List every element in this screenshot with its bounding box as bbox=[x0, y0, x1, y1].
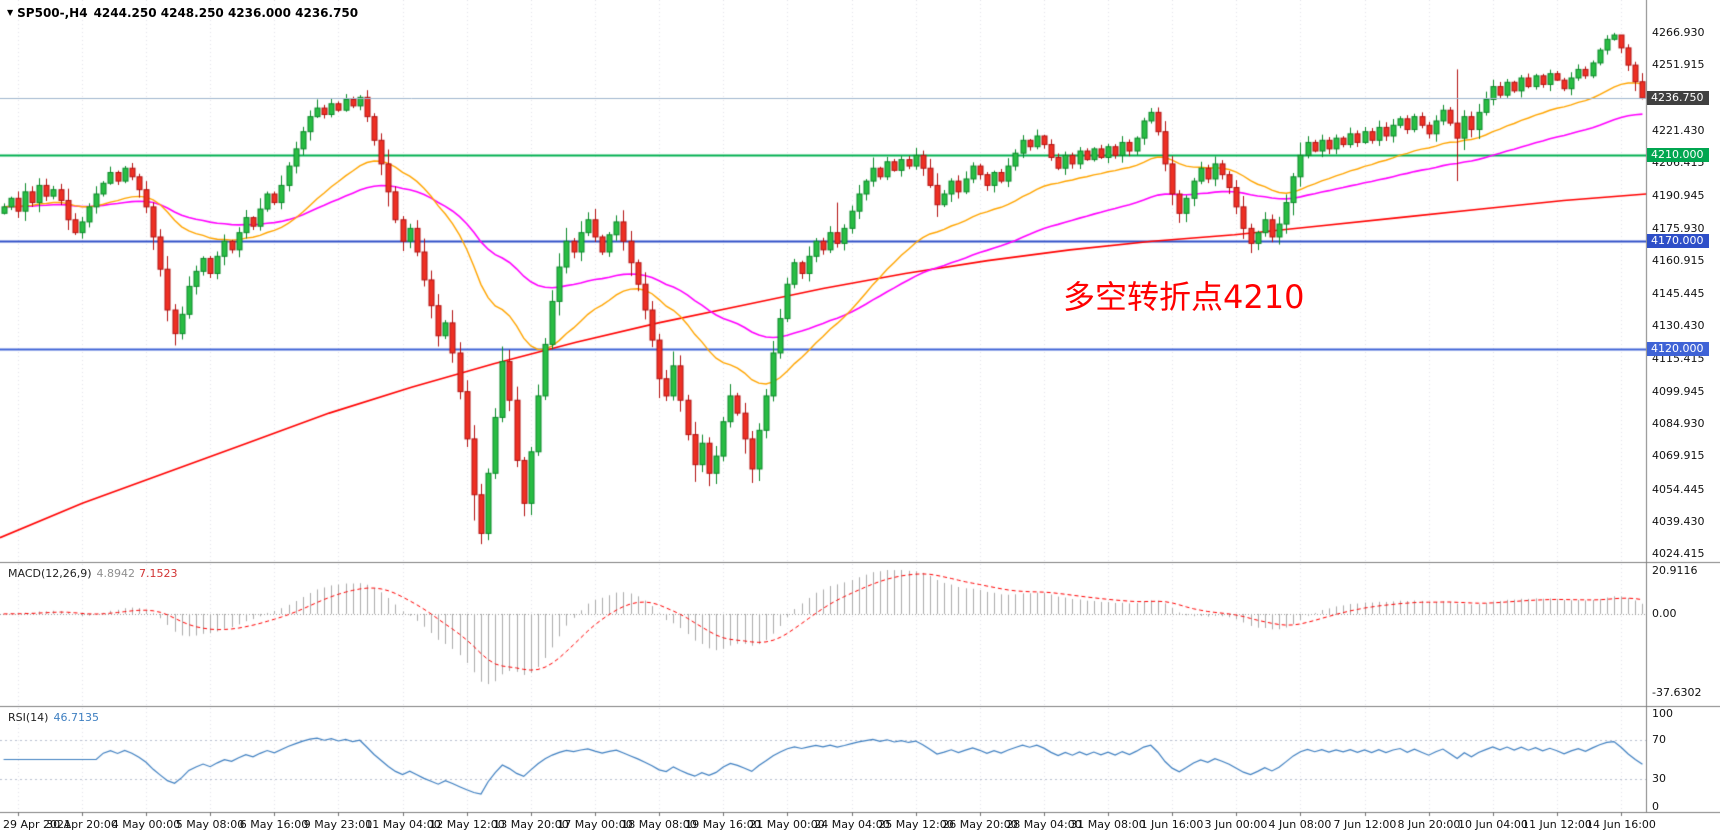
symbol-period-label: SP500-,H4 bbox=[17, 6, 88, 20]
rsi-indicator-label: RSI(14) 46.7135 bbox=[8, 711, 99, 724]
time-axis-label: 21 May 00:00 bbox=[749, 818, 825, 831]
price-axis-label: 4024.415 bbox=[1652, 547, 1705, 561]
time-axis-label: 11 Jun 12:00 bbox=[1522, 818, 1592, 831]
macd-label-text: MACD(12,26,9) bbox=[8, 567, 92, 580]
time-axis-label: 5 May 08:00 bbox=[175, 818, 245, 831]
macd-indicator-label: MACD(12,26,9) 4.8942 7.1523 bbox=[8, 567, 178, 580]
price-level-badge: 4236.750 bbox=[1647, 90, 1709, 105]
price-axis-label: 4175.930 bbox=[1652, 221, 1705, 235]
rsi-label-text: RSI(14) bbox=[8, 711, 49, 724]
time-axis-label: 17 May 00:00 bbox=[557, 818, 633, 831]
ohlc-readout: 4244.250 4248.250 4236.000 4236.750 bbox=[93, 6, 359, 20]
price-axis-label: 4054.445 bbox=[1652, 482, 1705, 496]
time-axis-label: 24 May 04:00 bbox=[814, 818, 890, 831]
time-axis-label: 11 May 04:00 bbox=[365, 818, 441, 831]
rsi-value: 46.7135 bbox=[53, 711, 99, 724]
price-axis-label: 4069.915 bbox=[1652, 449, 1705, 463]
price-axis-label: 4084.930 bbox=[1652, 417, 1705, 430]
chart-annotation-text[interactable]: 多空转折点4210 bbox=[1063, 278, 1305, 316]
price-level-badge: 4210.000 bbox=[1647, 148, 1709, 163]
price-level-badge: 4120.000 bbox=[1647, 341, 1709, 356]
price-axis-label: 4266.930 bbox=[1652, 26, 1705, 40]
price-axis-label: 4130.430 bbox=[1652, 319, 1705, 333]
rsi-axis-label: 70 bbox=[1652, 733, 1666, 747]
time-axis-label: 4 May 00:00 bbox=[111, 818, 181, 831]
symbol-dropdown-icon[interactable]: ▼ bbox=[7, 8, 14, 17]
time-axis-label: 26 May 20:00 bbox=[942, 818, 1018, 831]
time-axis-label: 30 Apr 20:00 bbox=[46, 818, 118, 831]
time-axis-label: 7 Jun 12:00 bbox=[1333, 818, 1397, 831]
time-axis-label: 6 May 16:00 bbox=[239, 818, 309, 831]
macd-axis-label: 20.9116 bbox=[1652, 564, 1698, 577]
price-level-badge: 4170.000 bbox=[1647, 234, 1709, 249]
price-axis-label: 4221.430 bbox=[1652, 123, 1705, 137]
time-axis-label: 8 Jun 20:00 bbox=[1397, 818, 1461, 831]
time-axis-label: 13 May 20:00 bbox=[493, 818, 569, 831]
price-axis-label: 4145.445 bbox=[1652, 287, 1705, 300]
time-axis-label: 10 Jun 04:00 bbox=[1458, 818, 1528, 831]
time-axis-label: 19 May 16:00 bbox=[685, 818, 761, 831]
time-axis-label: 4 Jun 08:00 bbox=[1268, 818, 1332, 831]
time-axis-label: 1 Jun 16:00 bbox=[1140, 818, 1204, 831]
time-axis-label: 25 May 12:00 bbox=[878, 818, 954, 831]
price-axis-label: 4160.915 bbox=[1652, 253, 1705, 267]
chart-title: ▼ SP500-,H4 4244.250 4248.250 4236.000 423… bbox=[7, 6, 358, 20]
time-axis-label: 14 Jun 16:00 bbox=[1586, 818, 1656, 831]
time-axis-label: 29 Apr 2021 bbox=[3, 818, 72, 831]
price-axis-label: 4099.945 bbox=[1652, 384, 1705, 398]
price-axis-label: 4039.430 bbox=[1652, 514, 1705, 528]
price-axis-label: 4190.945 bbox=[1652, 189, 1705, 203]
rsi-axis-label: 100 bbox=[1652, 707, 1673, 720]
macd-signal-value: 7.1523 bbox=[139, 567, 178, 580]
rsi-axis-label: 0 bbox=[1652, 800, 1659, 814]
macd-axis-label: 0.00 bbox=[1652, 606, 1677, 620]
time-axis-label: 18 May 08:00 bbox=[621, 818, 697, 831]
time-axis-label: 9 May 23:00 bbox=[303, 818, 373, 831]
macd-main-value: 4.8942 bbox=[96, 567, 136, 580]
time-axis-label: 12 May 12:00 bbox=[429, 818, 505, 831]
price-axis-label: 4251.915 bbox=[1652, 58, 1705, 72]
macd-axis-label: -37.6302 bbox=[1652, 685, 1702, 699]
time-axis-label: 28 May 04:00 bbox=[1006, 818, 1082, 831]
rsi-axis-label: 30 bbox=[1652, 771, 1666, 785]
time-axis-label: 3 Jun 00:00 bbox=[1204, 818, 1268, 831]
time-axis-label: 31 May 08:00 bbox=[1070, 818, 1146, 831]
